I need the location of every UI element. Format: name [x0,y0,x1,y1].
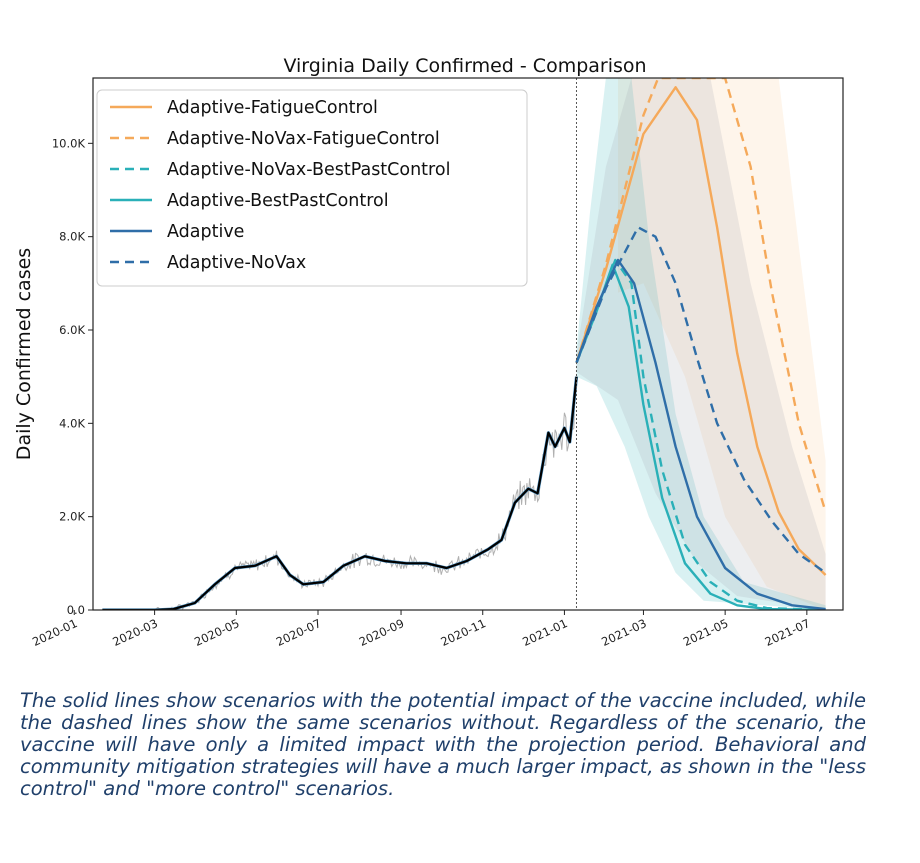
legend-label: Adaptive-BestPastControl [167,191,389,211]
legend-label: Adaptive [167,222,244,242]
legend-label: Adaptive-NoVax-BestPastControl [167,160,450,180]
series-line-adaptive-novax-fatiguecontrol [575,78,827,513]
uncertainty-bands [576,78,826,610]
figure-caption: The solid lines show scenarios with the … [20,689,866,800]
y-tick-label: 2.0K [59,510,85,524]
y-axis-label: Daily Confirmed cases [13,248,35,460]
x-axis: 2020-01 2020-03 2020-05 2020-07 2020-09 2020-… [30,610,812,649]
y-tick-label: 4.0K [59,416,85,430]
x-tick-label: 2021-01 [520,616,569,649]
y-tick-label: 0.0 [67,603,85,617]
chart-title: Virginia Daily Confirmed - Comparison [283,55,646,77]
series-line-adaptive-bestpastcontrol [575,263,826,610]
legend-label: Adaptive-NoVax-FatigueControl [167,129,440,149]
legend-box [96,89,528,287]
observed-data [102,376,579,610]
band-adaptive-bestpastcontrol [576,78,826,610]
observed-raw-line [102,386,576,610]
observed-fit-line [102,376,579,610]
plot-frame [92,77,844,611]
series-line-adaptive [575,258,826,610]
chart: Virginia Daily Confirmed - Comparison Da… [13,55,844,649]
legend-label: Adaptive-FatigueControl [167,98,378,118]
y-tick-label: 6.0K [59,323,85,337]
x-tick-label: 2020-07 [274,616,323,649]
x-tick-label: 2020-09 [357,616,406,649]
x-tick-label: 2020-03 [110,616,159,649]
x-tick-label: 2021-03 [599,616,648,649]
y-tick-label: 10.0K [52,136,86,150]
band-adaptive [576,78,826,610]
x-tick-label: 2021-05 [681,616,730,649]
band-adaptive-fatiguecontrol [618,78,826,610]
x-tick-label: 2020-01 [30,616,79,649]
legend: Adaptive-FatigueControl Adaptive-NoVax-Fa… [96,89,528,287]
y-axis: 0.0 2.0K 4.0K 6.0K 8.0K 10.0K [52,136,93,617]
y-tick-label: 8.0K [59,230,85,244]
observed-smoothed-line [102,376,578,610]
series-line-adaptive-fatiguecontrol [575,86,827,576]
x-tick-label: 2021-07 [763,616,812,649]
scenario-lines [575,78,827,610]
x-tick-label: 2020-11 [439,616,488,649]
legend-label: Adaptive-NoVax [167,253,306,273]
x-tick-label: 2020-05 [192,616,241,649]
series-line-adaptive-novax [575,226,827,574]
